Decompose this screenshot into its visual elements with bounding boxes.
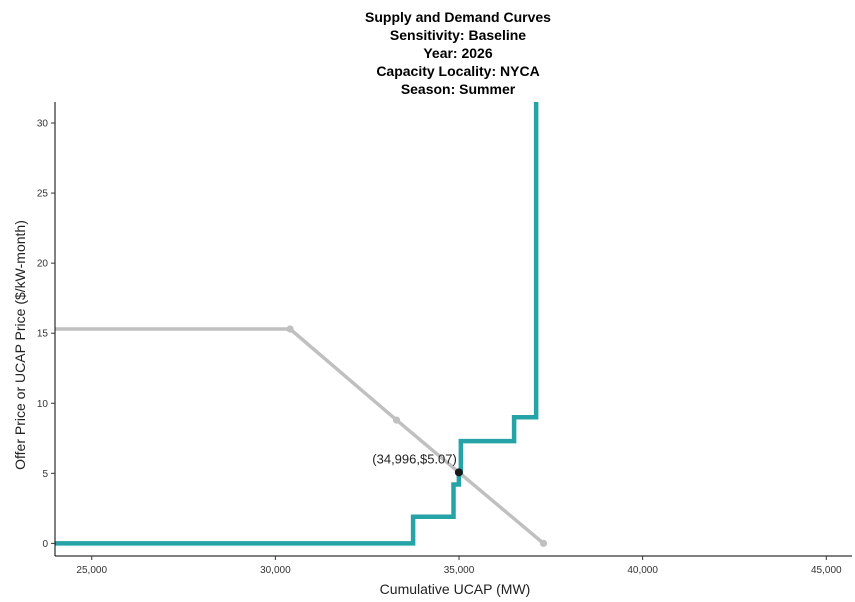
x-tick-label: 35,000 [444, 565, 475, 576]
x-tick-label: 45,000 [811, 565, 842, 576]
intersection-label: (34,996,$5.07) [372, 451, 457, 466]
y-tick-label: 15 [37, 329, 49, 340]
demand-curve-point [539, 539, 548, 547]
y-tick-label: 0 [42, 539, 48, 550]
chart-title: Supply and Demand Curves Sensitivity: Ba… [365, 9, 551, 97]
plot-area: (34,996,$5.07) [55, 102, 548, 547]
y-tick-label: 10 [37, 399, 49, 410]
demand-curve-line [55, 327, 545, 545]
demand-curve-point [392, 416, 401, 424]
x-tick-label: 30,000 [260, 565, 291, 576]
title-line-1: Supply and Demand Curves [365, 9, 551, 25]
x-axis-label: Cumulative UCAP (MW) [380, 581, 531, 597]
y-tick-label: 30 [37, 119, 49, 130]
title-line-2: Sensitivity: Baseline [390, 27, 526, 43]
series-group [55, 102, 548, 547]
title-line-3: Year: 2026 [423, 45, 492, 61]
y-tick-label: 5 [42, 469, 48, 480]
y-tick-label: 25 [37, 189, 49, 200]
y-axis-label: Offer Price or UCAP Price ($/kW-month) [12, 220, 28, 470]
x-tick-label: 40,000 [627, 565, 658, 576]
title-line-4: Capacity Locality: NYCA [376, 63, 539, 79]
demand-curve-point [286, 325, 294, 333]
x-tick-label: 25,000 [76, 565, 107, 576]
y-tick-label: 20 [37, 259, 49, 270]
axes: 0 5 10 15 20 25 30 25,000 30,000 35,000 40,000 45,0… [37, 102, 852, 576]
intersection-point [454, 468, 463, 477]
title-line-5: Season: Summer [401, 81, 516, 97]
